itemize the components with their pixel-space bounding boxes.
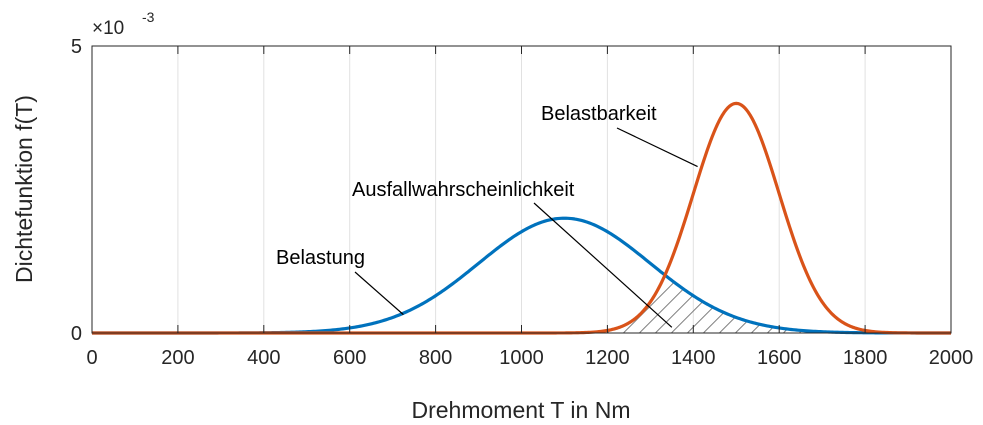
x-tick-label: 1200 <box>585 347 630 369</box>
hatch-line <box>431 273 491 333</box>
x-tick-label: 400 <box>247 347 280 369</box>
hatch-line <box>111 273 171 333</box>
annotation-pointer <box>354 271 404 316</box>
hatch-line <box>943 273 983 333</box>
y-exponent-power: -3 <box>142 9 155 25</box>
hatch-line <box>671 275 732 333</box>
hatch-line <box>831 275 866 333</box>
annotation-text: Ausfallwahrscheinlichkeit <box>352 179 575 201</box>
hatch-line <box>607 275 620 333</box>
hatch-lines <box>0 273 983 333</box>
hatch-line <box>143 273 203 333</box>
y-axis-ticks: 05 <box>71 36 951 345</box>
hatch-line <box>959 273 983 333</box>
hatch-line <box>159 273 219 333</box>
hatch-line <box>175 273 235 333</box>
hatch-line <box>895 273 955 333</box>
annotation-text: Belastung <box>276 247 365 269</box>
annotation-text: Belastbarkeit <box>541 103 657 125</box>
hatch-line <box>719 275 780 333</box>
hatch-line <box>767 275 828 333</box>
hatch-line <box>351 273 411 333</box>
hatch-line <box>239 273 299 333</box>
y-axis-title: Dichtefunktion f(T) <box>11 95 37 283</box>
y-tick-label: 5 <box>71 36 82 58</box>
hatch-line <box>911 273 971 333</box>
hatch-line <box>0 273 11 333</box>
hatch-line <box>527 273 587 333</box>
x-axis-ticks: 0 200 400 600 800 1000 1200 1400 1600 1800 2000 <box>86 46 973 369</box>
hatch-line <box>303 273 363 333</box>
hatch-line <box>287 273 347 333</box>
y-tick-label: 0 <box>71 323 82 345</box>
x-tick-label: 1800 <box>843 347 888 369</box>
x-tick-label: 600 <box>333 347 366 369</box>
x-tick-label: 0 <box>86 347 97 369</box>
hatch-line <box>191 273 251 333</box>
hatch-line <box>879 273 939 333</box>
hatch-line <box>255 273 315 333</box>
hatch-line <box>463 273 523 333</box>
hatch-line <box>479 273 539 333</box>
x-tick-label: 1400 <box>671 347 716 369</box>
hatch-line <box>383 273 443 333</box>
y-exponent-base: ×10 <box>92 18 124 39</box>
hatch-line <box>799 275 860 333</box>
hatch-line <box>207 273 267 333</box>
annotation-pointer <box>616 127 698 168</box>
hatch-line <box>95 273 155 333</box>
hatch-line <box>31 273 91 333</box>
hatch-line <box>687 275 748 333</box>
hatch-line <box>975 273 983 333</box>
hatch-line <box>847 275 866 333</box>
x-tick-label: 2000 <box>929 347 974 369</box>
hatch-line <box>271 273 331 333</box>
hatch-line <box>511 273 571 333</box>
annotations: Belastbarkeit Ausfallwahrscheinlichkeit Be… <box>276 103 698 328</box>
x-axis-title: Drehmoment T in Nm <box>412 397 631 423</box>
x-tick-label: 800 <box>419 347 452 369</box>
hatch-line <box>863 275 866 333</box>
hatch-line <box>399 273 459 333</box>
hatched-region <box>0 273 983 333</box>
hatch-line <box>607 275 668 333</box>
hatch-line <box>927 273 983 333</box>
hatch-line <box>495 273 555 333</box>
hatch-line <box>79 273 139 333</box>
x-tick-label: 1600 <box>757 347 802 369</box>
x-tick-label: 1000 <box>499 347 544 369</box>
x-tick-label: 200 <box>161 347 194 369</box>
annotation-pointer <box>533 202 673 328</box>
hatch-line <box>223 273 283 333</box>
hatch-line <box>783 275 844 333</box>
grid <box>177 46 866 333</box>
hatch-line <box>543 273 603 333</box>
